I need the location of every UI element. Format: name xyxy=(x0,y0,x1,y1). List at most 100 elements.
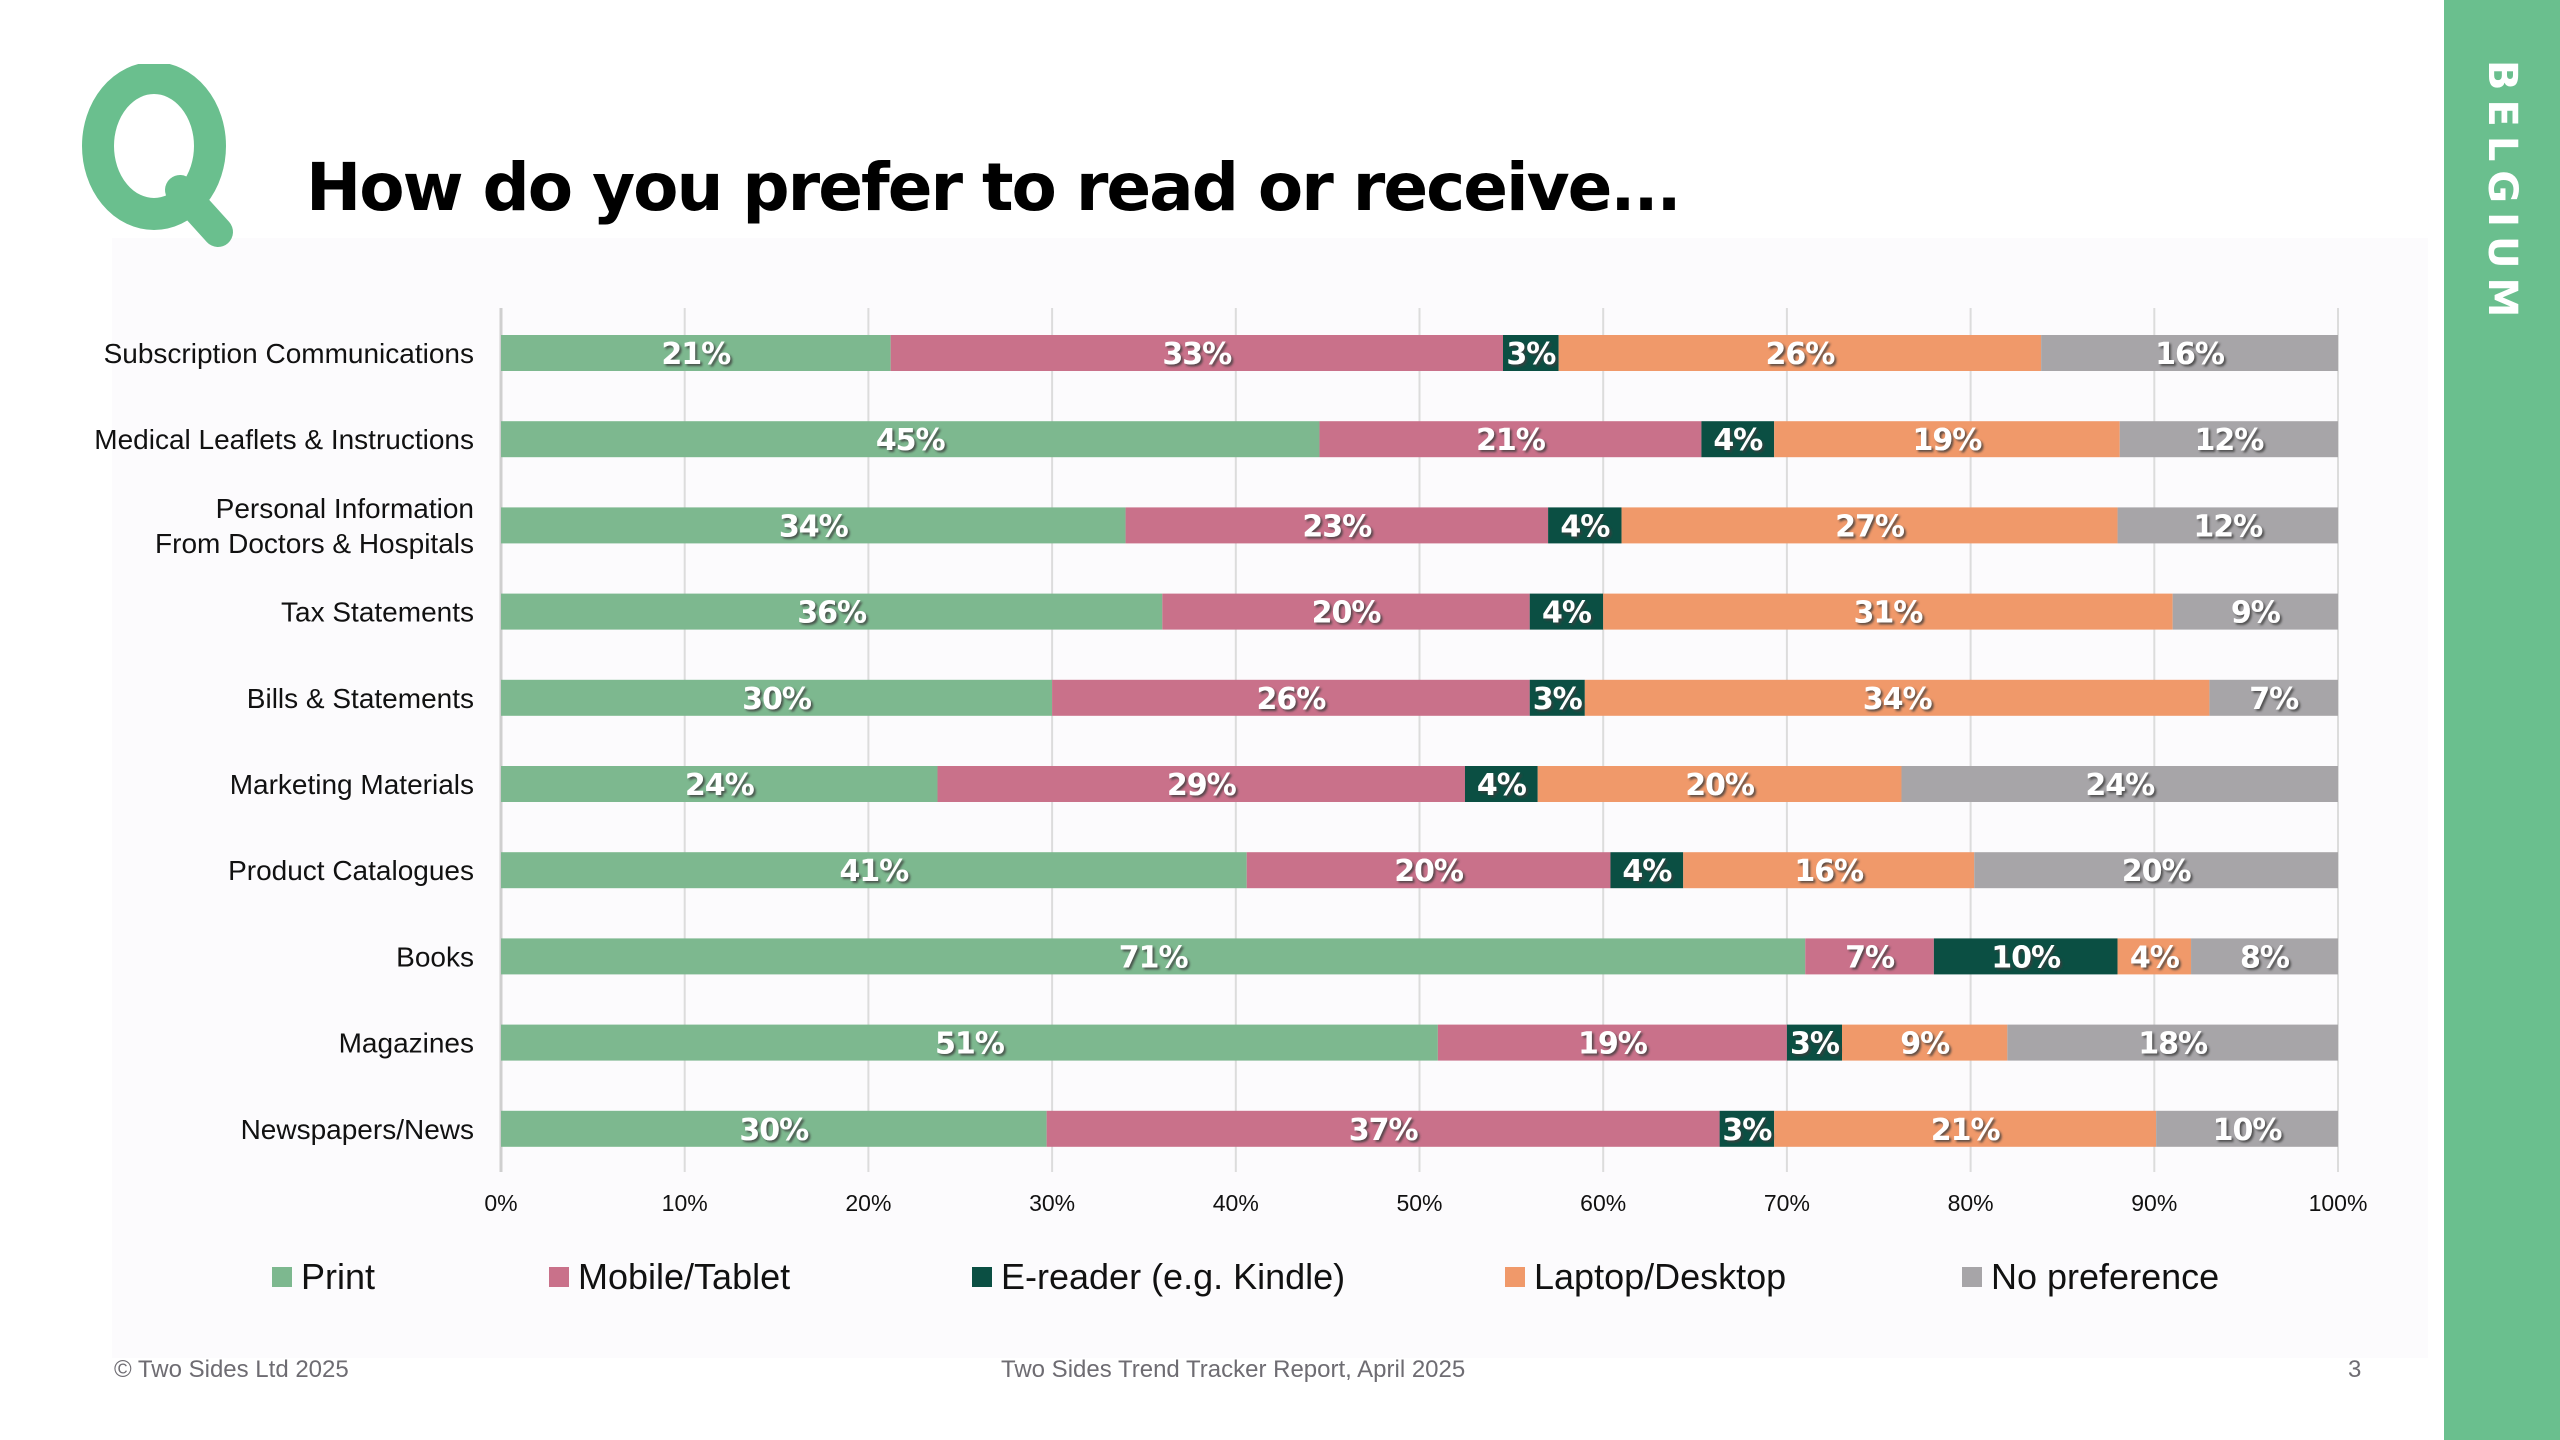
data-label: 9% xyxy=(1900,1027,1950,1062)
bar-segment xyxy=(937,766,1465,802)
data-label: 4% xyxy=(1477,768,1527,803)
x-tick-label: 20% xyxy=(845,1190,891,1216)
data-label: 19% xyxy=(1578,1027,1648,1062)
category-label: Bills & Statements xyxy=(247,683,474,714)
data-label: 16% xyxy=(1794,854,1864,889)
bar-segment xyxy=(1548,507,1622,544)
data-label: 10% xyxy=(2213,1113,2283,1148)
legend-item: Mobile/Tablet xyxy=(549,1256,790,1298)
data-label: 10% xyxy=(1991,940,2061,975)
x-tick-labels: 0% 10% 20% 30% 40% 50% 60% 70% 80% 90% 100% xyxy=(484,1190,2367,1216)
bar-segment xyxy=(1125,507,1549,544)
page-number: 3 xyxy=(2348,1356,2362,1383)
bar-segment xyxy=(1529,593,1604,630)
bar-segment xyxy=(501,852,1247,889)
bar-segment xyxy=(2119,421,2338,458)
bar-segment xyxy=(1786,1024,1843,1061)
data-label: 4% xyxy=(1622,854,1672,889)
bar-segment xyxy=(1464,766,1538,802)
legend-item: E-reader (e.g. Kindle) xyxy=(972,1256,1345,1298)
data-label: 18% xyxy=(2138,1027,2208,1062)
data-label: 71% xyxy=(1119,940,1189,975)
data-label: 24% xyxy=(685,768,755,803)
data-label: 7% xyxy=(1845,940,1895,975)
data-label: 24% xyxy=(2085,768,2155,803)
category-label: Magazines xyxy=(339,1028,474,1059)
q-logo-icon xyxy=(82,64,233,247)
data-label: 3% xyxy=(1722,1113,1772,1148)
bar-segment xyxy=(2172,593,2338,630)
x-tick-label: 70% xyxy=(1764,1190,1810,1216)
x-tick-label: 50% xyxy=(1396,1190,1442,1216)
legend-swatch-icon xyxy=(972,1267,992,1287)
data-label: 20% xyxy=(1394,854,1464,889)
bar-segment xyxy=(1319,421,1702,458)
data-label: 20% xyxy=(1312,596,1382,631)
bar-segment xyxy=(1558,335,2042,371)
data-label: 34% xyxy=(1863,682,1933,717)
legend-swatch-icon xyxy=(1505,1267,1525,1287)
bar-segment xyxy=(2209,679,2338,716)
data-label: 3% xyxy=(1533,682,1583,717)
bar-segment xyxy=(1162,593,1530,630)
bar-segment xyxy=(2117,507,2338,544)
data-label: 27% xyxy=(1835,509,1905,544)
legend-swatch-icon xyxy=(272,1267,292,1287)
category-label: Books xyxy=(396,941,474,972)
data-label: 45% xyxy=(876,423,946,458)
bar-segment xyxy=(2156,1110,2338,1147)
bar-segment xyxy=(501,938,1806,975)
bar-segment xyxy=(1503,335,1559,371)
data-label: 30% xyxy=(739,1113,809,1148)
bar-segment xyxy=(1529,679,1585,716)
footer-copyright: © Two Sides Ltd 2025 xyxy=(114,1356,349,1383)
data-label: 26% xyxy=(1257,682,1327,717)
legend-label: Laptop/Desktop xyxy=(1534,1256,1787,1297)
data-label: 8% xyxy=(2240,940,2290,975)
bar-segment xyxy=(1437,1024,1787,1061)
category-label: Tax Statements xyxy=(281,597,474,628)
x-tick-label: 0% xyxy=(484,1190,517,1216)
category-labels: Subscription Communications Medical Leafl… xyxy=(94,338,474,1145)
bar-segment xyxy=(501,593,1163,630)
country-label: BELGIUM xyxy=(2479,60,2525,327)
bar-segment xyxy=(1610,852,1684,889)
bar-segment xyxy=(1683,852,1975,889)
data-label: 30% xyxy=(742,682,812,717)
data-label: 33% xyxy=(1162,337,1232,372)
bar-segment xyxy=(1933,938,2118,975)
data-label: 31% xyxy=(1854,596,1924,631)
category-label: Personal Information xyxy=(216,493,474,524)
bar-segment xyxy=(1621,507,2118,544)
data-label: 19% xyxy=(1913,423,1983,458)
x-tick-label: 30% xyxy=(1029,1190,1075,1216)
bar-segment xyxy=(501,335,891,371)
data-label: 23% xyxy=(1302,509,1372,544)
legend-label: E-reader (e.g. Kindle) xyxy=(1001,1256,1346,1297)
bar-segment xyxy=(2117,938,2192,975)
data-label: 37% xyxy=(1349,1113,1419,1148)
legend-label: Print xyxy=(301,1256,376,1297)
data-label: 26% xyxy=(1765,337,1835,372)
bar-segment xyxy=(1774,421,2120,458)
data-label: 41% xyxy=(839,854,909,889)
data-label: 4% xyxy=(2130,940,2180,975)
data-label: 7% xyxy=(2249,682,2299,717)
legend-label: Mobile/Tablet xyxy=(578,1256,791,1297)
footer-report: Two Sides Trend Tracker Report, April 20… xyxy=(1001,1356,1466,1383)
x-tick-label: 60% xyxy=(1580,1190,1626,1216)
data-label: 21% xyxy=(1476,423,1546,458)
data-label: 29% xyxy=(1167,768,1237,803)
x-tick-label: 10% xyxy=(662,1190,708,1216)
category-label: Marketing Materials xyxy=(230,769,474,800)
data-label: 3% xyxy=(1790,1027,1840,1062)
bar-segment xyxy=(501,766,938,802)
data-label: 4% xyxy=(1560,509,1610,544)
data-label: 21% xyxy=(661,337,731,372)
legend-item: Laptop/Desktop xyxy=(1505,1256,1786,1298)
x-tick-label: 40% xyxy=(1213,1190,1259,1216)
page-title: How do you prefer to read or receive... xyxy=(306,149,1682,226)
data-label: 4% xyxy=(1542,596,1592,631)
bars xyxy=(501,335,2338,1147)
data-label: 34% xyxy=(779,509,849,544)
